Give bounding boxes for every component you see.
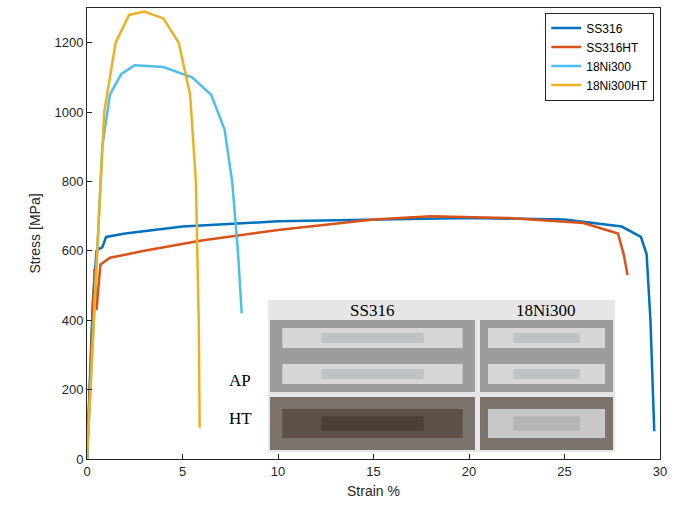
svg-text:18Ni300: 18Ni300: [586, 60, 631, 74]
svg-text:15: 15: [366, 464, 380, 479]
svg-text:SS316: SS316: [586, 22, 622, 36]
svg-text:600: 600: [62, 243, 84, 258]
svg-text:SS316: SS316: [350, 301, 394, 320]
svg-text:5: 5: [179, 464, 186, 479]
svg-text:0: 0: [76, 452, 83, 467]
svg-text:30: 30: [653, 464, 667, 479]
svg-text:AP: AP: [229, 371, 251, 390]
svg-text:400: 400: [62, 313, 84, 328]
svg-text:25: 25: [557, 464, 571, 479]
svg-text:SS316HT: SS316HT: [586, 41, 639, 55]
svg-text:0: 0: [83, 464, 90, 479]
svg-text:18Ni300: 18Ni300: [516, 301, 576, 320]
svg-text:Stress [MPa]: Stress [MPa]: [27, 193, 43, 273]
svg-text:800: 800: [62, 174, 84, 189]
svg-text:HT: HT: [229, 409, 252, 428]
svg-text:10: 10: [271, 464, 285, 479]
svg-text:1200: 1200: [54, 35, 83, 50]
svg-text:20: 20: [462, 464, 476, 479]
svg-text:Strain %: Strain %: [347, 483, 400, 499]
svg-text:200: 200: [62, 382, 84, 397]
svg-text:18Ni300HT: 18Ni300HT: [586, 79, 647, 93]
svg-text:1000: 1000: [54, 105, 83, 120]
